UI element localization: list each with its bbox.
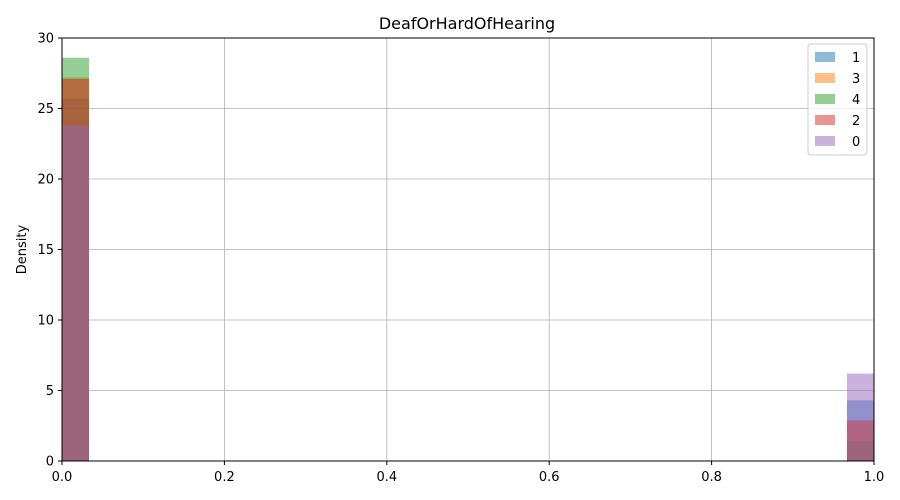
y-tick-label-1: 5 [46,384,54,399]
x-tick-label-5: 1.0 [864,470,885,485]
legend-swatch-2 [815,115,835,125]
bar-series-0-bin-0 [62,125,90,462]
legend-label-1: 1 [852,51,860,66]
y-tick-label-6: 30 [37,32,54,47]
chart-title: DeafOrHardOfHearing [379,14,555,33]
y-tick-label-0: 0 [46,455,54,470]
histogram-bars [62,57,874,462]
y-tick-label-2: 10 [37,314,54,329]
y-axis: 0 5 10 15 20 25 30 [37,32,62,470]
x-axis: 0.0 0.2 0.4 0.6 0.8 1.0 [52,461,885,485]
legend-swatch-4 [815,94,835,104]
y-tick-label-3: 15 [37,243,54,258]
x-tick-label-3: 0.6 [539,470,560,485]
x-tick-label-0: 0.0 [52,470,73,485]
legend-swatch-3 [815,73,835,83]
x-tick-label-4: 0.8 [701,470,722,485]
bar-series-0-bin-1 [846,373,874,461]
legend-label-4: 4 [852,93,860,108]
legend-label-0: 0 [852,135,860,150]
y-tick-label-5: 25 [37,102,54,117]
legend-label-2: 2 [852,114,860,129]
x-tick-label-2: 0.4 [376,470,397,485]
x-tick-label-1: 0.2 [214,470,235,485]
legend-swatch-0 [815,136,835,146]
legend-label-3: 3 [852,72,860,87]
legend-swatch-1 [815,52,835,62]
legend: 1 3 4 2 0 [807,43,868,156]
legend-box [807,43,868,156]
y-tick-label-4: 20 [37,173,54,188]
y-axis-label: Density [15,224,30,274]
grid-lines [61,37,875,462]
